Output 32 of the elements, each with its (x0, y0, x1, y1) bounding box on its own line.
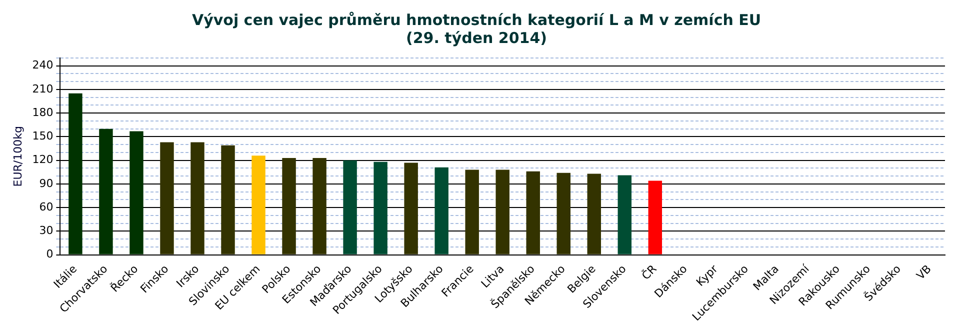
bar (648, 180, 662, 254)
y-tick-label: 240 (32, 58, 54, 72)
x-tick-label: VB (914, 262, 934, 282)
bar (312, 158, 326, 254)
bar (190, 142, 204, 254)
bar (160, 142, 174, 254)
bar (404, 162, 418, 254)
bar (618, 175, 632, 254)
bar (221, 145, 235, 254)
bar (496, 170, 510, 254)
bar (282, 158, 296, 254)
bar (68, 93, 82, 254)
bar (343, 160, 357, 254)
bar (99, 128, 113, 254)
y-tick-label: 0 (46, 248, 54, 261)
bar (465, 170, 479, 254)
bar (434, 167, 448, 254)
y-tick-label: 90 (39, 176, 54, 190)
bar (587, 174, 601, 254)
y-tick-label: 180 (32, 106, 54, 119)
y-tick-label: 210 (32, 82, 54, 96)
y-axis-title: EUR/100kg (11, 126, 24, 187)
y-tick-label: 150 (32, 130, 54, 143)
y-tick-label: 30 (39, 224, 54, 238)
bar (374, 162, 388, 254)
bar (556, 172, 570, 254)
bar (526, 171, 540, 254)
chart-title: Vývoj cen vajec průměru hmotnostních kategorií L a M v zemích EU (29. týden 2014) (192, 10, 762, 47)
y-tick-label: 120 (32, 153, 54, 166)
y-tick-label: 60 (39, 200, 54, 214)
bar (252, 156, 266, 254)
bar (130, 131, 144, 254)
